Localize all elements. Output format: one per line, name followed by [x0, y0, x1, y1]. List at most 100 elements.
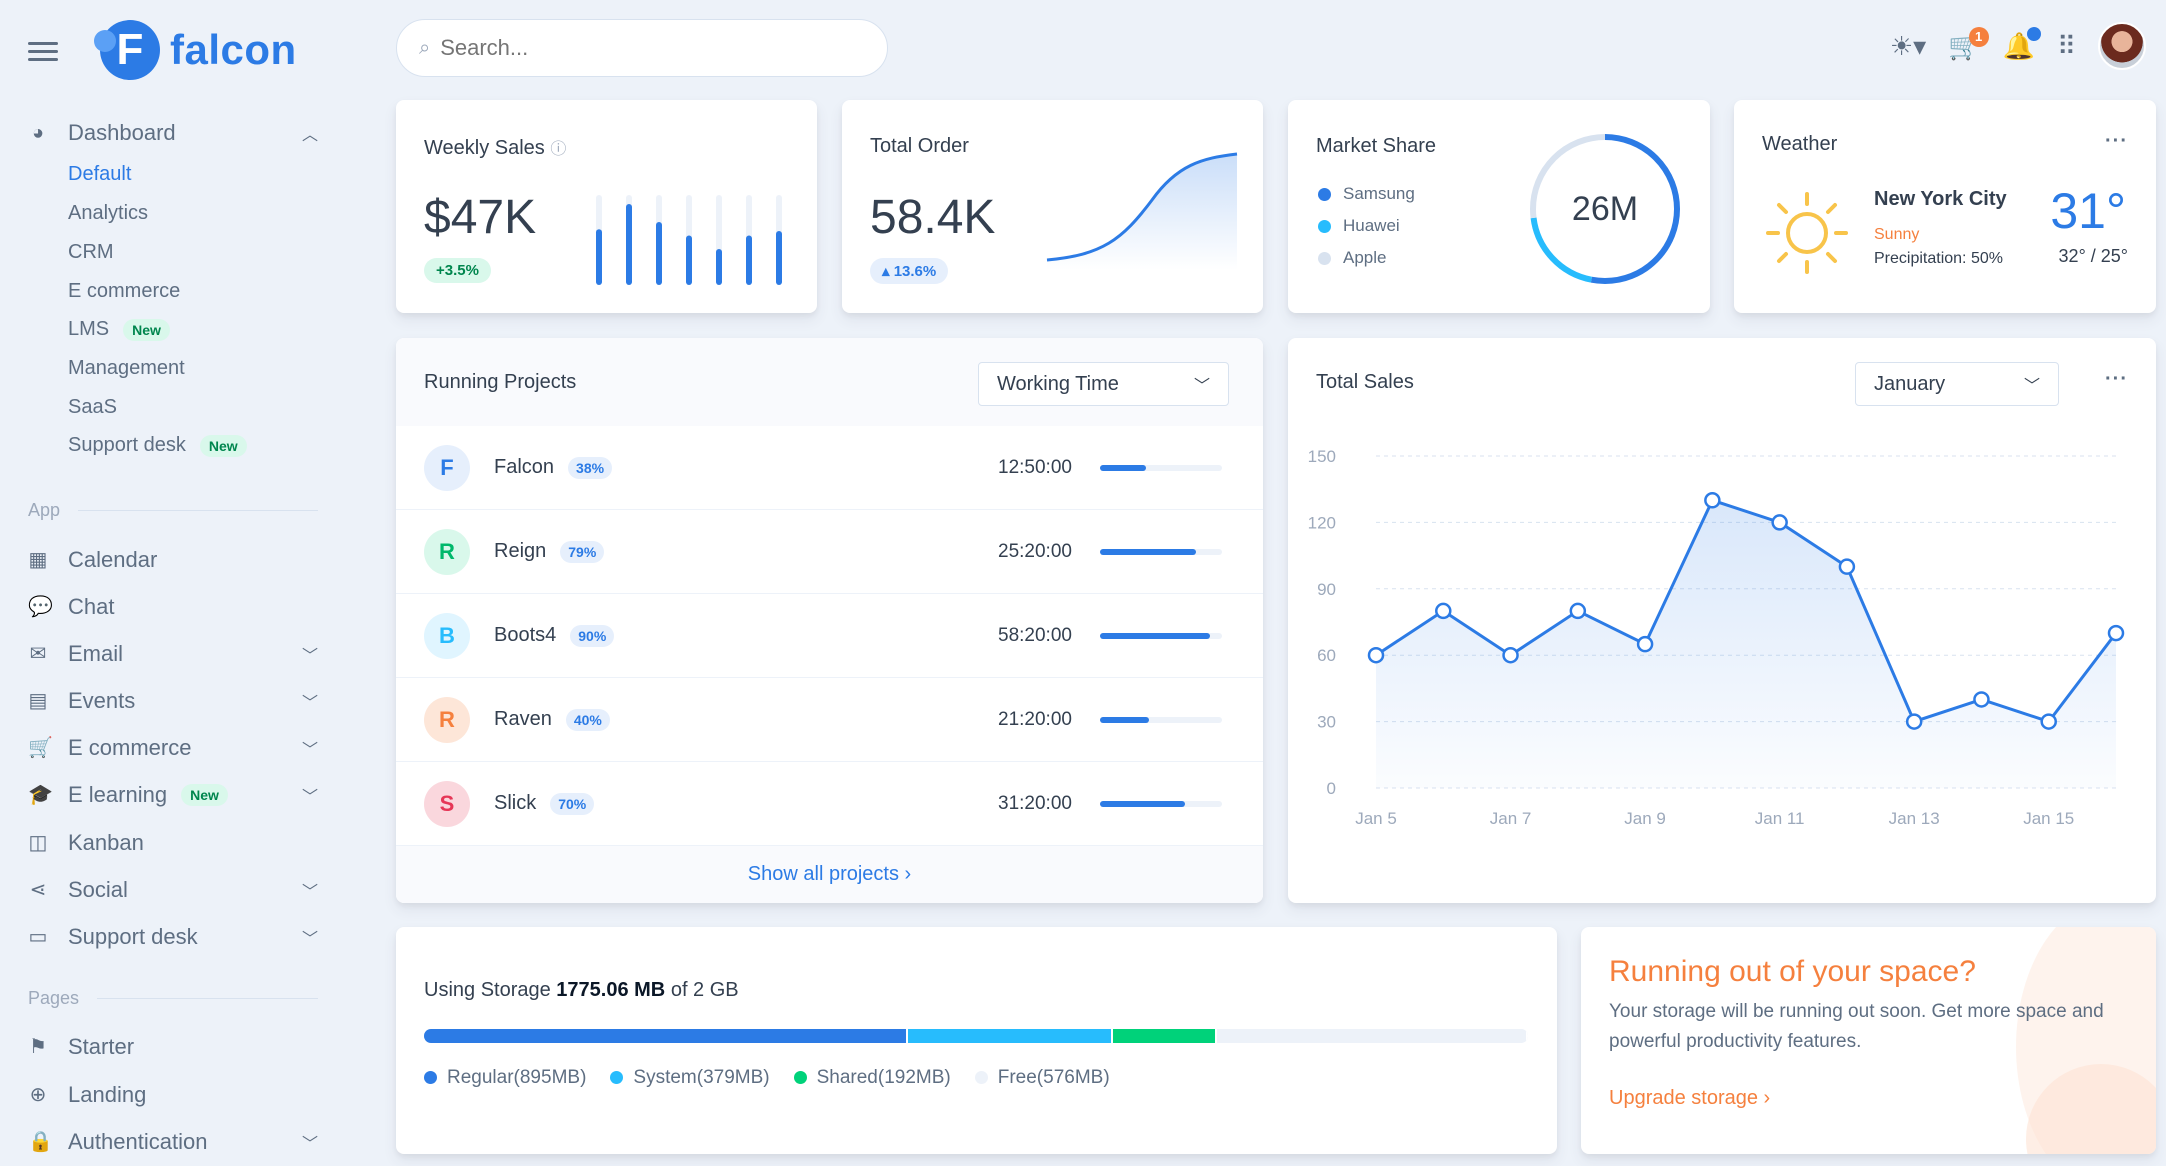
sidebar-item-kanban[interactable]: ◫ Kanban: [28, 830, 318, 856]
upgrade-storage-link[interactable]: Upgrade storage ›: [1609, 1087, 1771, 1109]
apps-grid-icon[interactable]: ⠿: [2056, 30, 2076, 61]
project-row[interactable]: R Reign 79% 25:20:00: [396, 510, 1263, 594]
project-percent-badge: 70%: [550, 792, 595, 815]
sidebar-item-calendar[interactable]: ▦ Calendar: [28, 547, 318, 573]
storage-legend-item: Regular(895MB): [424, 1067, 586, 1089]
weekly-sales-bar: [596, 229, 602, 285]
card-title: Total Order: [870, 135, 969, 157]
sidebar-item-starter[interactable]: ⚑ Starter: [28, 1034, 318, 1060]
sidebar-item-label: Calendar: [68, 547, 158, 572]
search-input[interactable]: [440, 35, 841, 61]
search-box[interactable]: ⌕: [396, 19, 888, 77]
project-name[interactable]: Raven: [494, 708, 552, 730]
x-tick-label: Jan 11: [1755, 809, 1805, 828]
project-name[interactable]: Falcon: [494, 456, 555, 478]
upgrade-storage-card: Running out of your space? Your storage …: [1581, 927, 2156, 1154]
sidebar-item-dashboard[interactable]: ◕ Dashboard ︿: [28, 120, 318, 146]
new-badge: New: [181, 784, 228, 806]
new-badge: New: [199, 434, 247, 457]
storage-segment: [907, 1029, 1113, 1043]
project-avatar: R: [424, 528, 470, 575]
sidebar-item-support-desk-app[interactable]: ▭ Support desk ﹀: [28, 924, 318, 950]
sidebar-subitem-management[interactable]: Management: [68, 357, 185, 379]
sidebar-subitem-saas[interactable]: SaaS: [68, 396, 117, 418]
bell-icon[interactable]: 🔔: [2003, 26, 2041, 62]
sales-point: [2107, 624, 2125, 642]
lock-icon: 🔒: [28, 1131, 53, 1153]
more-options-icon[interactable]: ···: [2105, 130, 2128, 152]
chevron-down-icon: ﹀: [301, 695, 318, 712]
project-progress-bar: [1100, 800, 1222, 807]
sidebar-item-label: E learning: [68, 782, 168, 807]
project-row[interactable]: S Slick 70% 31:20:00: [396, 762, 1263, 846]
sidebar-item-authentication[interactable]: 🔒 Authentication ﹀: [28, 1129, 318, 1155]
chevron-down-icon: ﹀: [301, 931, 318, 948]
project-name[interactable]: Slick: [494, 792, 537, 814]
month-select[interactable]: January ﹀: [1855, 362, 2059, 406]
working-time-select[interactable]: Working Time ﹀: [978, 362, 1229, 406]
market-share-legend: Samsung Huawei Apple: [1318, 184, 1415, 280]
market-share-center-value: 26M: [1571, 189, 1639, 228]
menu-toggle-icon[interactable]: [28, 42, 58, 62]
sidebar-item-label: Events: [68, 688, 136, 713]
storage-legend-item: System(379MB): [610, 1067, 770, 1089]
sidebar-item-email[interactable]: ✉ Email ﹀: [28, 641, 318, 667]
project-row[interactable]: B Boots4 90% 58:20:00: [396, 594, 1263, 678]
cart-count-badge: 1: [1968, 26, 1989, 47]
sidebar-item-label: Social: [68, 877, 128, 902]
storage-progress-bar: [424, 1029, 1528, 1043]
project-percent-badge: 40%: [565, 708, 610, 731]
project-avatar: F: [424, 444, 470, 491]
project-avatar: B: [424, 612, 470, 659]
project-progress-fill: [1100, 464, 1147, 471]
weather-condition: Sunny: [1874, 226, 1920, 243]
project-name[interactable]: Boots4: [494, 624, 557, 646]
sidebar-item-elearning[interactable]: 🎓 E learning New ﹀: [28, 782, 318, 808]
sidebar-subitem-crm[interactable]: CRM: [68, 241, 114, 263]
show-all-projects-link[interactable]: Show all projects ›: [747, 863, 912, 885]
sidebar-subitem-lms[interactable]: LMS New: [68, 318, 170, 341]
cart-icon[interactable]: 🛒 1: [1948, 26, 1989, 62]
brand-name: falcon: [170, 26, 297, 73]
sales-line: [1375, 498, 2118, 724]
flag-icon: ⚑: [29, 1036, 47, 1058]
sun-icon: [1766, 192, 1848, 274]
weather-temperature: 31°: [2050, 183, 2126, 239]
sidebar-subitem-ecommerce[interactable]: E commerce: [68, 280, 181, 302]
sales-point: [1704, 492, 1721, 509]
sidebar-item-social[interactable]: ⋖ Social ﹀: [28, 877, 318, 903]
project-percent-badge: 79%: [560, 540, 605, 563]
sidebar-subitem-support-desk[interactable]: Support desk New: [68, 434, 247, 457]
storage-segment: [1216, 1029, 1528, 1043]
sales-point: [1502, 646, 1519, 664]
sidebar-item-events[interactable]: ▤ Events ﹀: [28, 688, 318, 714]
sidebar-item-label: Support desk: [68, 924, 198, 949]
sidebar-item-landing[interactable]: ⊕ Landing: [28, 1082, 318, 1108]
section-label-pages: Pages: [28, 988, 318, 1009]
sidebar-item-chat[interactable]: 💬 Chat: [28, 594, 318, 620]
storage-legend-item: Shared(192MB): [793, 1067, 951, 1089]
project-time: 25:20:00: [998, 540, 1072, 562]
weather-precipitation: Precipitation: 50%: [1874, 250, 2003, 267]
legend-item-samsung: Samsung: [1318, 184, 1415, 204]
project-row[interactable]: F Falcon 38% 12:50:00: [396, 426, 1263, 510]
brand-logo[interactable]: F falcon: [94, 20, 297, 80]
running-projects-card: Running Projects Working Time ﹀ F Falcon 38…: [396, 338, 1263, 903]
project-progress-bar: [1100, 548, 1222, 555]
chevron-down-icon: ﹀: [301, 742, 318, 759]
more-options-icon[interactable]: ···: [2105, 368, 2128, 390]
sidebar-item-ecommerce-app[interactable]: 🛒 E commerce ﹀: [28, 735, 318, 761]
project-row[interactable]: R Raven 40% 21:20:00: [396, 678, 1263, 762]
sidebar-subitem-default[interactable]: Default: [68, 163, 132, 185]
project-name[interactable]: Reign: [494, 540, 547, 562]
weekly-sales-bar: [776, 231, 782, 285]
project-progress-bar: [1100, 716, 1222, 723]
theme-toggle-icon[interactable]: ☀▾: [1889, 30, 1927, 61]
project-progress-fill: [1100, 716, 1149, 723]
sidebar-item-label: Chat: [68, 594, 115, 619]
avatar[interactable]: [2098, 22, 2146, 70]
sidebar-subitem-analytics[interactable]: Analytics: [68, 202, 149, 224]
weekly-sales-card: Weekly Sales ⓘ $47K +3.5%: [396, 100, 817, 313]
sales-point: [1435, 602, 1452, 620]
weekly-sales-change-badge: +3.5%: [424, 258, 491, 283]
